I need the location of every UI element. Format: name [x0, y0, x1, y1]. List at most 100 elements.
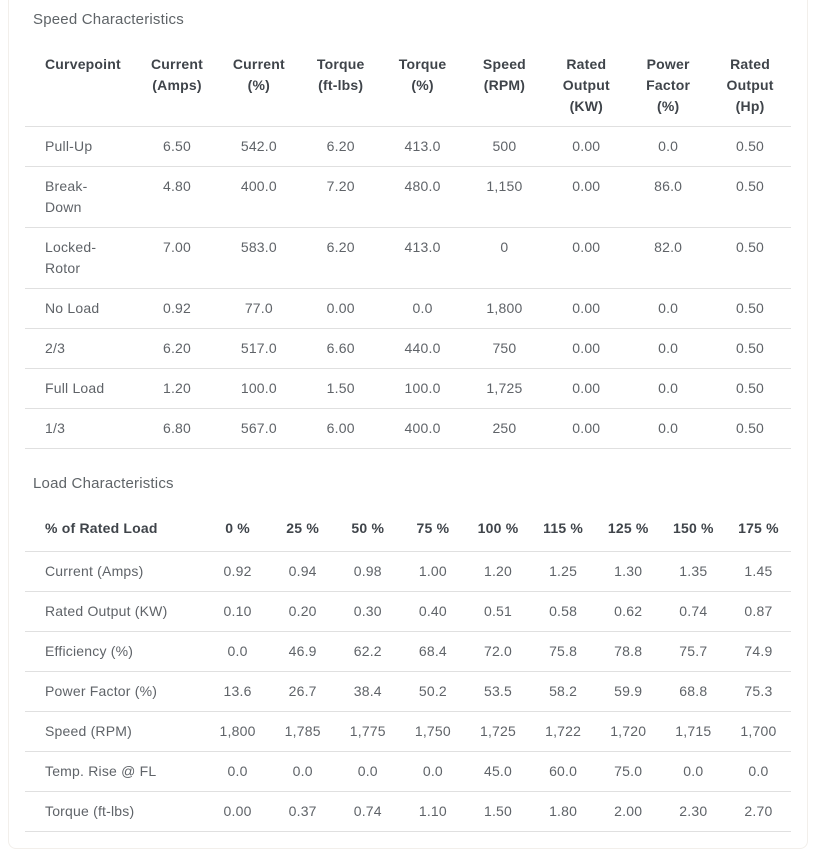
- data-cell: 440.0: [381, 328, 464, 369]
- data-cell: 517.0: [217, 328, 300, 369]
- data-cell: 400.0: [217, 166, 300, 228]
- speed-table-row: Break- Down 4.80 400.0 7.20 480.0 1,150 0.00 86.…: [25, 166, 791, 228]
- column-header-line: Power: [646, 56, 690, 72]
- column-header-line: (ft-lbs): [318, 77, 364, 93]
- row-label: No Load: [25, 288, 137, 329]
- data-cell: 0.50: [709, 328, 791, 369]
- speed-section-title: Speed Characteristics: [33, 11, 184, 28]
- data-cell: 1.30: [595, 551, 661, 592]
- column-header: 75 %: [400, 518, 466, 552]
- load-table-row: Torque (ft-lbs) 0.00 0.37 0.74 1.10 1.50 1.80 2…: [25, 791, 791, 832]
- data-cell: 0.0: [627, 408, 710, 449]
- column-header: Torque (ft-lbs): [299, 54, 382, 127]
- data-cell: 7.20: [299, 166, 382, 228]
- column-header-line: % of Rated Load: [45, 520, 158, 536]
- column-header-line: (RPM): [483, 77, 526, 93]
- column-header: 100 %: [465, 518, 531, 552]
- column-header-line: (KW): [569, 98, 604, 114]
- column-header-line: Current: [232, 56, 285, 72]
- load-table-row: Current (Amps) 0.92 0.94 0.98 1.00 1.20 1.25 1.…: [25, 551, 791, 592]
- data-cell: 0.0: [725, 751, 791, 792]
- column-header: 150 %: [660, 518, 726, 552]
- column-header: Current (%): [217, 54, 300, 127]
- column-header: Power Factor (%): [627, 54, 710, 127]
- data-cell: 75.8: [530, 631, 596, 672]
- row-label: Power Factor (%): [25, 671, 205, 712]
- data-cell: 1.50: [299, 368, 382, 409]
- data-cell: 0.50: [709, 166, 791, 228]
- row-label: Temp. Rise @ FL: [25, 751, 205, 792]
- data-cell: 0.0: [627, 368, 710, 409]
- data-cell: 50.2: [400, 671, 466, 712]
- column-header: Torque (%): [381, 54, 464, 127]
- data-cell: 0.00: [545, 166, 628, 228]
- row-label: Locked- Rotor: [25, 227, 137, 289]
- data-cell: 0.0: [381, 288, 464, 329]
- data-cell: 0.20: [270, 591, 336, 632]
- row-label: Efficiency (%): [25, 631, 205, 672]
- header-row: Curvepoint Current (Amps) Current (%) Torque (…: [25, 54, 791, 127]
- row-label-column-header: Curvepoint: [25, 54, 137, 127]
- load-table-row: Efficiency (%) 0.0 46.9 62.2 68.4 72.0 75.8 78.…: [25, 631, 791, 672]
- data-cell: 750: [463, 328, 546, 369]
- column-header-line: Rated: [730, 56, 770, 72]
- data-cell: 60.0: [530, 751, 596, 792]
- data-cell: 74.9: [725, 631, 791, 672]
- column-header-line: 175 %: [738, 520, 779, 536]
- row-label-line: Locked-: [45, 239, 97, 255]
- data-cell: 1.80: [530, 791, 596, 832]
- row-label-line: Break-: [45, 178, 88, 194]
- row-label-line: Efficiency (%): [45, 643, 134, 659]
- column-header-line: (%): [656, 98, 680, 114]
- data-cell: 75.0: [595, 751, 661, 792]
- data-cell: 1.00: [400, 551, 466, 592]
- speed-characteristics-section: Speed Characteristics Curvepoint Current (…: [25, 11, 791, 449]
- column-header-line: 100 %: [477, 520, 519, 536]
- load-characteristics-table: % of Rated Load 0 % 25 % 50 % 75 % 100 % 115 %…: [25, 518, 791, 832]
- data-cell: 100.0: [217, 368, 300, 409]
- data-cell: 1.45: [725, 551, 791, 592]
- data-cell: 0.94: [270, 551, 336, 592]
- data-cell: 75.3: [725, 671, 791, 712]
- data-cell: 1.10: [400, 791, 466, 832]
- column-header: Speed (RPM): [463, 54, 546, 127]
- data-cell: 6.00: [299, 408, 382, 449]
- data-cell: 78.8: [595, 631, 661, 672]
- column-header: Current (Amps): [136, 54, 218, 127]
- row-label-line: No Load: [45, 300, 100, 316]
- column-header-line: 115 %: [543, 520, 584, 536]
- data-cell: 0.00: [545, 328, 628, 369]
- data-cell: 0.50: [709, 368, 791, 409]
- column-header-line: Torque: [316, 56, 365, 72]
- column-header-line: 25 %: [286, 520, 320, 536]
- column-header: 25 %: [270, 518, 336, 552]
- data-cell: 1,150: [463, 166, 546, 228]
- data-cell: 480.0: [381, 166, 464, 228]
- load-table-row: Power Factor (%) 13.6 26.7 38.4 50.2 53.5 58.2…: [25, 671, 791, 712]
- data-cell: 62.2: [335, 631, 401, 672]
- data-cell: 1,722: [530, 711, 596, 752]
- data-cell: 1,775: [335, 711, 401, 752]
- row-label-line: 2/3: [45, 340, 66, 356]
- data-cell: 0.50: [709, 126, 791, 167]
- data-cell: 75.7: [660, 631, 726, 672]
- load-table-row: Temp. Rise @ FL 0.0 0.0 0.0 0.0 45.0 60.0 75.0 0…: [25, 751, 791, 792]
- column-header: 175 %: [725, 518, 791, 552]
- data-cell: 500: [463, 126, 546, 167]
- data-cell: 1,715: [660, 711, 726, 752]
- data-cell: 45.0: [465, 751, 531, 792]
- data-cell: 86.0: [627, 166, 710, 228]
- data-cell: 0.0: [627, 328, 710, 369]
- row-label-column-header: % of Rated Load: [25, 518, 205, 552]
- column-header-line: Curvepoint: [45, 56, 121, 72]
- data-cell: 1,800: [463, 288, 546, 329]
- data-cell: 1,725: [465, 711, 531, 752]
- data-cell: 0.0: [627, 288, 710, 329]
- data-cell: 250: [463, 408, 546, 449]
- column-header: Rated Output (Hp): [709, 54, 791, 127]
- row-label: Current (Amps): [25, 551, 205, 592]
- row-label-line: Speed (RPM): [45, 723, 133, 739]
- column-header-line: Output: [562, 77, 610, 93]
- column-header: 0 %: [205, 518, 271, 552]
- data-cell: 1,800: [205, 711, 271, 752]
